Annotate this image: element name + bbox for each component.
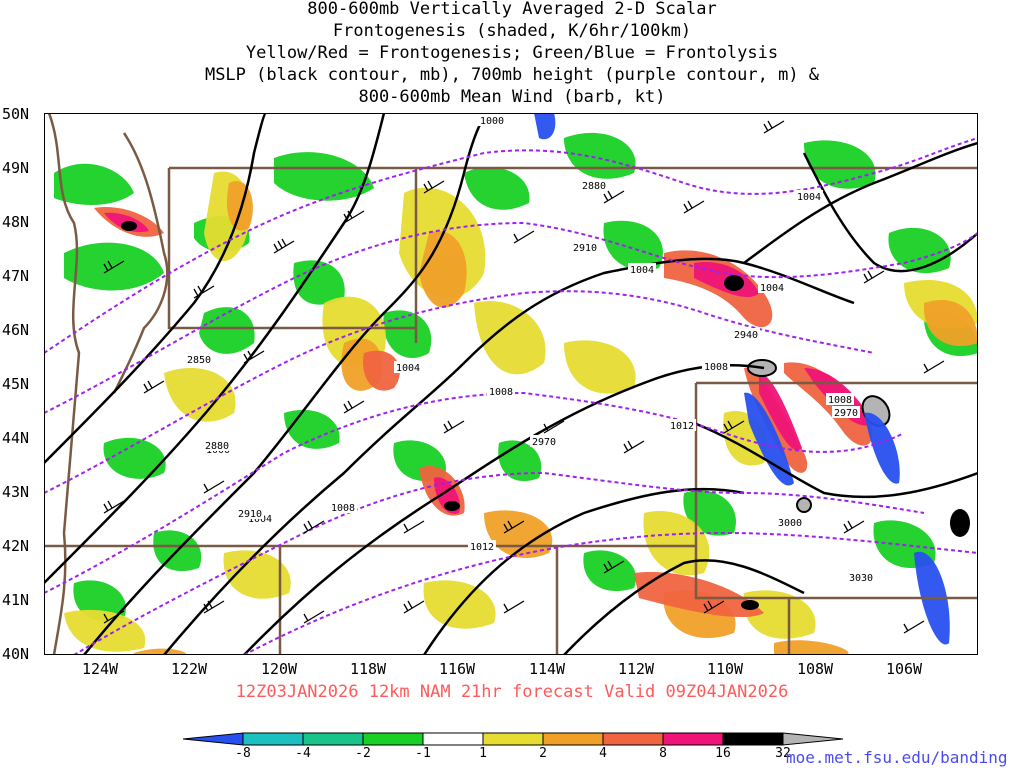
lat-label-48n: 48N	[2, 213, 30, 231]
height-label-2910-b: 2910	[238, 509, 262, 520]
lon-label-110w: 110W	[706, 660, 744, 678]
colorbar-bin-7	[542, 732, 604, 746]
coastline	[47, 113, 169, 655]
mslp-label-1004-d: 1004	[797, 192, 821, 203]
height-labels: 2880 2910 2940 2850 2970 2970 3000 3030 …	[185, 179, 875, 584]
mslp-label-1008-a: 1008	[489, 387, 513, 398]
colorbar-bin-3	[302, 732, 364, 746]
colorbar-label-4: -1	[415, 746, 431, 761]
colorbar-label-9: 16	[715, 746, 731, 761]
mslp-label-1008-b: 1008	[704, 362, 728, 373]
height-label-3000: 3000	[778, 518, 802, 529]
mslp-label-1012-b: 1012	[470, 542, 494, 553]
lat-label-44n: 44N	[2, 429, 30, 447]
colorbar-label-2: -4	[295, 746, 311, 761]
lat-label-40n: 40N	[2, 645, 30, 663]
colorbar-bin-5	[422, 732, 484, 746]
colorbar-bin-4	[362, 732, 424, 746]
height-label-2850: 2850	[187, 355, 211, 366]
lon-label-108w: 108W	[796, 660, 834, 678]
wind-barbs	[103, 120, 945, 634]
height-label-2970-b: 2970	[834, 408, 858, 419]
colorbar-label-1: -8	[235, 746, 251, 761]
colorbar-label-10: 32	[775, 746, 791, 761]
lat-label-47n: 47N	[2, 267, 30, 285]
lat-label-42n: 42N	[2, 537, 30, 555]
title-line-1: 800-600mb Vertically Averaged 2-D Scalar	[307, 0, 717, 19]
mslp-label-1004-e: 1004	[248, 514, 272, 525]
lon-label-122w: 122W	[170, 660, 208, 678]
mslp-label-1000: 1000	[480, 116, 504, 127]
lat-label-45n: 45N	[2, 375, 30, 393]
title-line-3: Yellow/Red = Frontogenesis; Green/Blue =…	[245, 43, 779, 63]
colorbar-bin-2	[242, 732, 304, 746]
lat-label-46n: 46N	[2, 321, 30, 339]
colorbar-bin-9	[662, 732, 724, 746]
state-borders	[44, 166, 978, 655]
lat-label-50n: 50N	[2, 105, 30, 123]
colorbar-label-3: -2	[355, 746, 371, 761]
forecast-valid-line: 12Z03JAN2026 12km NAM 21hr forecast Vali…	[235, 682, 789, 702]
colorbar-label-8: 8	[659, 746, 667, 761]
source-credit: moe.met.fsu.edu/banding	[786, 748, 1008, 767]
lon-label-120w: 120W	[260, 660, 298, 678]
mslp-label-1004-b: 1004	[630, 265, 654, 276]
colorbar-label-5: 1	[479, 746, 487, 761]
colorbar	[182, 732, 844, 746]
height-label-2910: 2910	[573, 243, 597, 254]
lat-label-41n: 41N	[2, 591, 30, 609]
height-label-2880: 2880	[582, 181, 606, 192]
height-label-2880-b: 2880	[205, 441, 229, 452]
colorbar-bin-11	[782, 732, 844, 746]
colorbar-bin-10	[722, 732, 784, 746]
colorbar-label-7: 4	[599, 746, 607, 761]
lon-label-106w: 106W	[885, 660, 923, 678]
mslp-label-1008-d: 1008	[331, 503, 355, 514]
title-line-4: MSLP (black contour, mb), 700mb height (…	[204, 65, 820, 85]
lon-label-112w: 112W	[617, 660, 655, 678]
mslp-label-1004-a: 1004	[396, 363, 420, 374]
mslp-label-1008-c: 1008	[828, 395, 852, 406]
lat-label-49n: 49N	[2, 159, 30, 177]
mslp-label-1004-c: 1004	[760, 283, 784, 294]
colorbar-bin-1	[182, 732, 244, 746]
height-label-2940: 2940	[734, 330, 758, 341]
colorbar-bin-6	[482, 732, 544, 746]
colorbar-bin-8	[602, 732, 664, 746]
colorbar-label-6: 2	[539, 746, 547, 761]
mslp-label-1012-a: 1012	[670, 421, 694, 432]
lon-label-116w: 116W	[438, 660, 476, 678]
height-label-3030: 3030	[849, 573, 873, 584]
title-line-5: 800-600mb Mean Wind (barb, kt)	[358, 87, 666, 107]
lon-label-114w: 114W	[528, 660, 566, 678]
title-line-2: Frontogenesis (shaded, K/6hr/100km)	[332, 21, 692, 41]
lon-label-124w: 124W	[81, 660, 119, 678]
lon-label-118w: 118W	[349, 660, 387, 678]
height-label-2970-a: 2970	[532, 437, 556, 448]
lat-label-43n: 43N	[2, 483, 30, 501]
frontogenesis-map: 1000 1004 1004 1004 1004 1008 1008 1008 …	[44, 113, 978, 655]
